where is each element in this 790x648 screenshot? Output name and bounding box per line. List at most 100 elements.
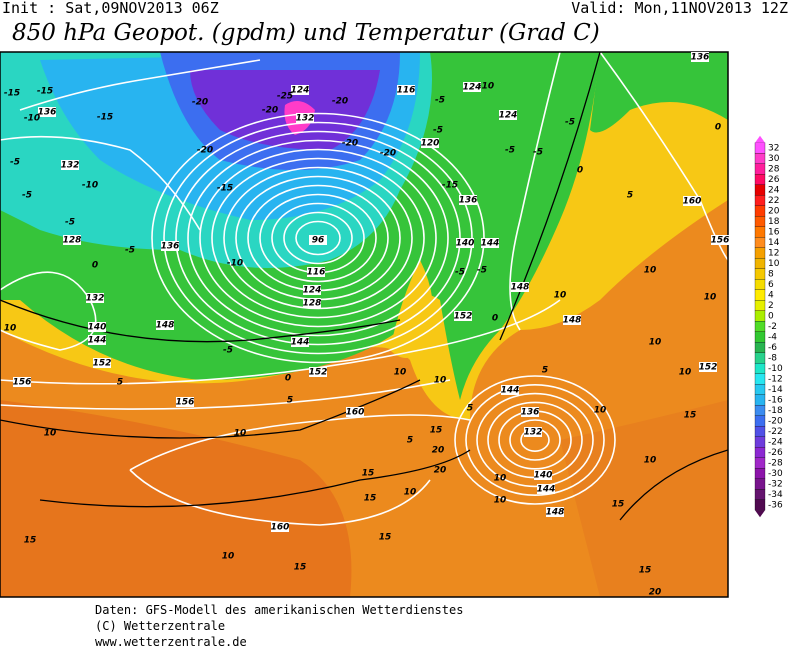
- temperature-label: -5: [10, 158, 20, 168]
- map-title: 850 hPa Geopot. (gpdm) und Temperatur (G…: [12, 20, 600, 46]
- geopotential-contour: [476, 392, 594, 488]
- geopotential-label: 148: [563, 316, 582, 326]
- temperature-label: 10: [394, 368, 407, 378]
- colorbar-label: -30: [768, 469, 783, 479]
- geopotential-contour: [211, 157, 425, 319]
- geopotential-contour: [454, 375, 616, 505]
- temperature-label: 10: [4, 324, 17, 334]
- colorbar-label: 20: [768, 207, 780, 217]
- colorbar-swatch: [754, 363, 766, 374]
- geopotential-label: 136: [521, 408, 540, 418]
- geopotential-label: 156: [176, 398, 195, 408]
- label-background: [537, 484, 555, 494]
- geopotential-label: 160: [346, 408, 365, 418]
- colorbar-label: 22: [768, 196, 779, 206]
- colorbar-cap: [755, 135, 765, 143]
- geopotential-label: 160: [683, 197, 702, 207]
- label-background: [456, 238, 474, 248]
- geopotential-contour: [199, 148, 437, 328]
- footer-line: www.wetterzentrale.de: [95, 635, 247, 648]
- geopotential-label: 144: [88, 336, 107, 346]
- temperature-label: 15: [379, 533, 392, 543]
- label-background: [524, 427, 542, 437]
- geopotential-label: 140: [88, 323, 107, 333]
- colorbar-label: -32: [768, 480, 783, 490]
- colorbar-cap: [755, 510, 765, 518]
- label-background: [271, 522, 289, 532]
- geopotential-contour: [295, 220, 341, 256]
- geopotential-label: 152: [454, 312, 473, 322]
- label-background: [699, 362, 717, 372]
- temperature-label: 20: [649, 588, 662, 598]
- geopotential-label: 116: [397, 86, 416, 96]
- geopotential-contour: [259, 193, 377, 283]
- label-background: [156, 320, 174, 330]
- label-background: [521, 407, 539, 417]
- label-background: [296, 113, 314, 123]
- label-background: [463, 82, 481, 92]
- colorbar-swatch: [754, 184, 766, 196]
- label-background: [88, 335, 106, 345]
- colorbar-swatch: [754, 268, 766, 280]
- geopotential-label: 140: [534, 471, 553, 481]
- colorbar-swatch: [754, 310, 766, 322]
- colorbar-label: -34: [768, 490, 783, 500]
- temperature-label: 5: [407, 436, 413, 446]
- geopotential-label: 136: [161, 242, 180, 252]
- colorbar-swatch: [754, 331, 766, 343]
- label-background: [291, 337, 309, 347]
- temperature-label: 10: [644, 456, 657, 466]
- temperature-label: 10: [494, 474, 507, 484]
- temperature-label: 5: [117, 378, 123, 388]
- contour-labels: 136 132 128 132 140 144 152 156 136 148 156 160 160 1…: [4, 52, 729, 598]
- geopotential-label: 128: [303, 299, 322, 309]
- temperature-label: 10: [704, 293, 717, 303]
- colorbar-swatch: [754, 195, 766, 206]
- label-background: [511, 282, 529, 292]
- temperature-label: -5: [435, 96, 445, 106]
- colorbar-label: -4: [768, 333, 777, 343]
- colorbar-label: 14: [768, 238, 780, 248]
- temperature-label: 20: [432, 446, 445, 456]
- colorbar-label: 10: [768, 259, 780, 269]
- colorbar-label: -36: [768, 501, 783, 511]
- temperature-label: 10: [679, 368, 692, 378]
- temperature-label: 0: [577, 166, 583, 176]
- colorbar-label: -18: [768, 406, 783, 416]
- label-background: [38, 107, 56, 117]
- label-background: [303, 285, 321, 295]
- colorbar-swatch: [754, 174, 766, 185]
- geopotential-contour: [465, 383, 605, 496]
- label-background: [563, 315, 581, 325]
- colorbar-swatch: [754, 384, 766, 395]
- temperature-label: -10: [82, 181, 98, 191]
- temperature-label: 10: [404, 488, 417, 498]
- geopotential-label: 116: [307, 268, 326, 278]
- colorbar-label: 8: [768, 270, 774, 280]
- geopotential-label: 140: [456, 239, 475, 249]
- colorbar-label: 28: [768, 165, 780, 175]
- temperature-label: 15: [24, 536, 37, 546]
- geopotential-contour: [509, 419, 561, 461]
- colorbar-label: 2: [768, 301, 774, 311]
- temperature-label: 15: [639, 566, 652, 576]
- colorbar-swatch: [754, 457, 766, 469]
- temperature-label: -20: [197, 146, 213, 156]
- temperature-label: -10: [227, 259, 243, 269]
- colorbar-label: 4: [768, 291, 774, 301]
- temperature-label: -5: [65, 218, 75, 228]
- temperature-label: -20: [332, 97, 348, 107]
- temperature-label: 0: [492, 314, 498, 324]
- temperature-label: 15: [430, 426, 443, 436]
- colorbar-swatch: [754, 373, 766, 385]
- geopotential-label: 152: [309, 368, 328, 378]
- geopotential-label: 136: [459, 196, 478, 206]
- colorbar-label: -26: [768, 448, 783, 458]
- label-background: [161, 241, 179, 251]
- colorbar-swatch: [754, 352, 766, 364]
- colorbar-swatch: [754, 153, 766, 164]
- colorbar-label: 16: [768, 228, 780, 238]
- geopotential-label: 96: [312, 236, 325, 246]
- colorbar-label: 32: [768, 144, 779, 154]
- temperature-label: -5: [455, 268, 465, 278]
